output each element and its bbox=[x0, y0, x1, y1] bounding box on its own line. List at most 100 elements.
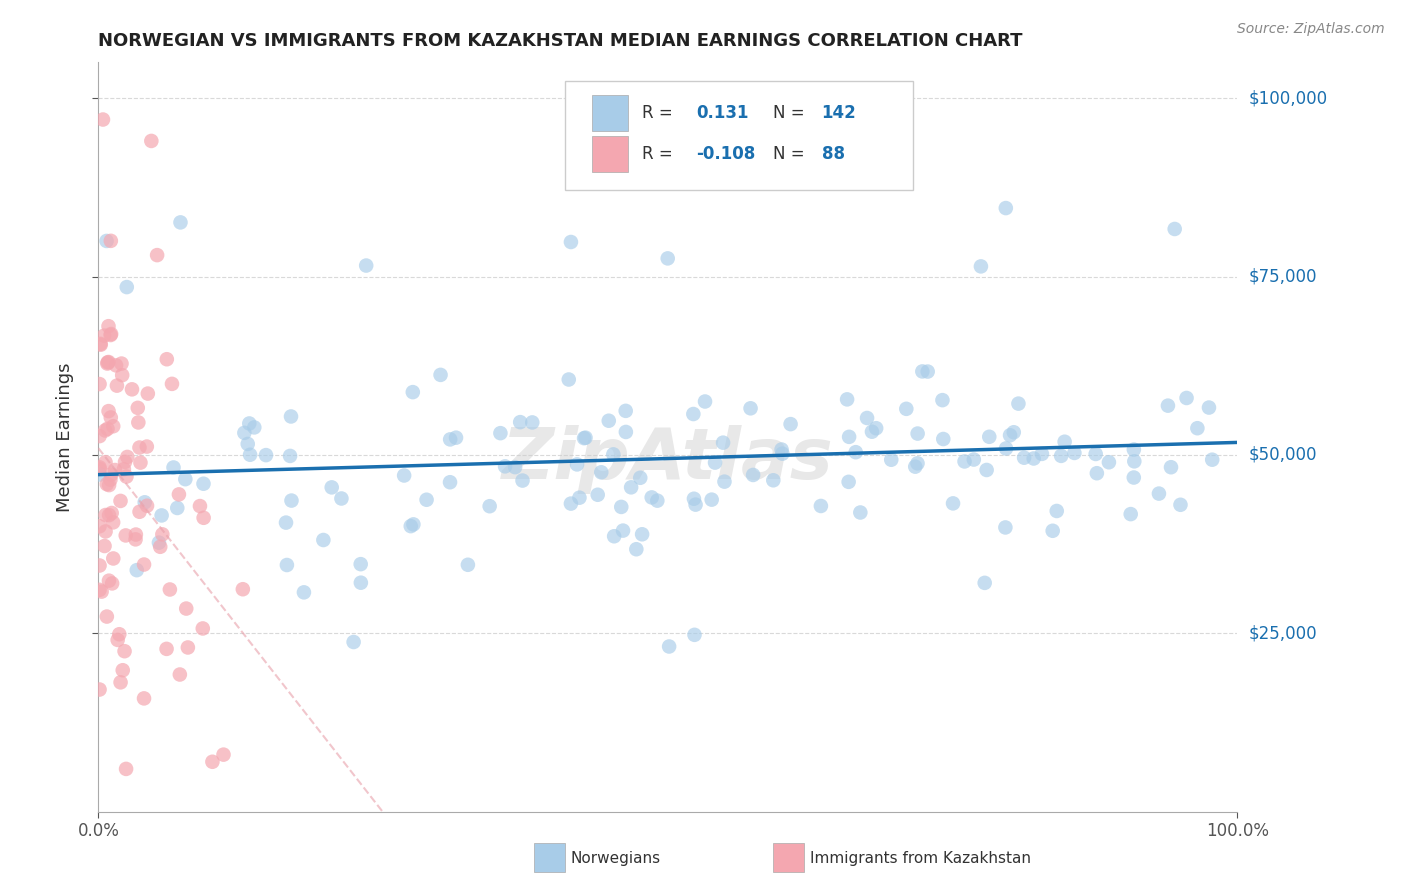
Point bbox=[1160, 460, 1182, 475]
Point bbox=[682, 407, 704, 421]
Point bbox=[107, 632, 129, 647]
Point bbox=[835, 392, 858, 407]
Point bbox=[129, 456, 152, 470]
Point bbox=[845, 445, 868, 459]
Point bbox=[963, 452, 986, 467]
Point bbox=[115, 469, 138, 483]
Point bbox=[591, 465, 613, 479]
Point bbox=[108, 627, 131, 641]
Point bbox=[93, 328, 115, 343]
Point bbox=[132, 691, 155, 706]
Point bbox=[101, 516, 124, 530]
Point bbox=[1170, 498, 1192, 512]
Point bbox=[779, 417, 801, 431]
Point bbox=[614, 404, 637, 418]
Point bbox=[112, 462, 135, 476]
Point bbox=[1002, 425, 1025, 440]
Point bbox=[478, 499, 501, 513]
Point bbox=[110, 675, 132, 690]
Point bbox=[1084, 447, 1107, 461]
Point bbox=[115, 762, 138, 776]
Point bbox=[162, 460, 184, 475]
Point bbox=[160, 376, 183, 391]
Point bbox=[810, 499, 832, 513]
Point bbox=[141, 134, 163, 148]
FancyBboxPatch shape bbox=[565, 81, 912, 190]
Point bbox=[96, 234, 118, 248]
Point bbox=[931, 393, 953, 408]
Point bbox=[1022, 451, 1045, 466]
Text: R =: R = bbox=[641, 103, 678, 121]
Point bbox=[770, 447, 793, 461]
Text: 142: 142 bbox=[821, 103, 856, 121]
Point bbox=[278, 449, 301, 463]
Point bbox=[274, 516, 297, 530]
Point bbox=[136, 499, 159, 513]
Point bbox=[89, 377, 111, 392]
Point bbox=[115, 280, 138, 294]
Point bbox=[350, 557, 373, 571]
Point bbox=[236, 437, 259, 451]
Point bbox=[457, 558, 479, 572]
Point bbox=[742, 467, 765, 482]
Point bbox=[96, 357, 118, 371]
Point bbox=[572, 431, 595, 445]
Point bbox=[415, 492, 437, 507]
Point bbox=[117, 450, 139, 464]
Point bbox=[1123, 454, 1146, 468]
Point bbox=[100, 410, 122, 425]
Point bbox=[568, 491, 591, 505]
Point bbox=[683, 628, 706, 642]
Point bbox=[1046, 504, 1069, 518]
Text: NORWEGIAN VS IMMIGRANTS FROM KAZAKHSTAN MEDIAN EARNINGS CORRELATION CHART: NORWEGIAN VS IMMIGRANTS FROM KAZAKHSTAN … bbox=[98, 32, 1024, 50]
Point bbox=[110, 494, 132, 508]
Point bbox=[1007, 396, 1029, 410]
Point bbox=[1053, 434, 1076, 449]
Point bbox=[998, 428, 1021, 442]
Point bbox=[177, 640, 200, 655]
Point bbox=[610, 500, 633, 514]
Point bbox=[1122, 442, 1144, 457]
Point bbox=[105, 359, 128, 373]
Point bbox=[711, 435, 734, 450]
Point bbox=[100, 506, 122, 520]
Point bbox=[509, 415, 531, 429]
Point bbox=[201, 755, 224, 769]
Text: 0.131: 0.131 bbox=[696, 103, 749, 121]
Point bbox=[574, 431, 596, 445]
Point bbox=[354, 259, 377, 273]
Point bbox=[101, 576, 124, 591]
Point bbox=[89, 460, 111, 475]
Point bbox=[125, 527, 148, 541]
Point bbox=[392, 468, 415, 483]
Point bbox=[89, 682, 111, 697]
Point bbox=[439, 433, 461, 447]
Point bbox=[838, 430, 860, 444]
Point bbox=[100, 234, 122, 248]
Point bbox=[849, 506, 872, 520]
Point bbox=[856, 411, 879, 425]
Point bbox=[658, 640, 681, 654]
Point bbox=[132, 558, 155, 572]
Point bbox=[343, 635, 366, 649]
Point bbox=[953, 454, 976, 468]
Point bbox=[103, 551, 125, 566]
Point bbox=[90, 584, 112, 599]
Point bbox=[628, 471, 651, 485]
Point bbox=[135, 440, 157, 454]
Point bbox=[121, 382, 143, 396]
Point bbox=[150, 527, 173, 541]
Point bbox=[188, 499, 211, 513]
Text: $100,000: $100,000 bbox=[1249, 89, 1327, 107]
Point bbox=[489, 426, 512, 441]
Point bbox=[89, 558, 111, 573]
Point bbox=[494, 459, 516, 474]
Point bbox=[614, 425, 637, 439]
Point bbox=[114, 644, 136, 658]
Point bbox=[193, 510, 215, 524]
Point bbox=[110, 357, 132, 371]
Point bbox=[994, 201, 1017, 215]
Point bbox=[128, 441, 150, 455]
Point bbox=[156, 352, 179, 367]
Point bbox=[1085, 467, 1108, 481]
